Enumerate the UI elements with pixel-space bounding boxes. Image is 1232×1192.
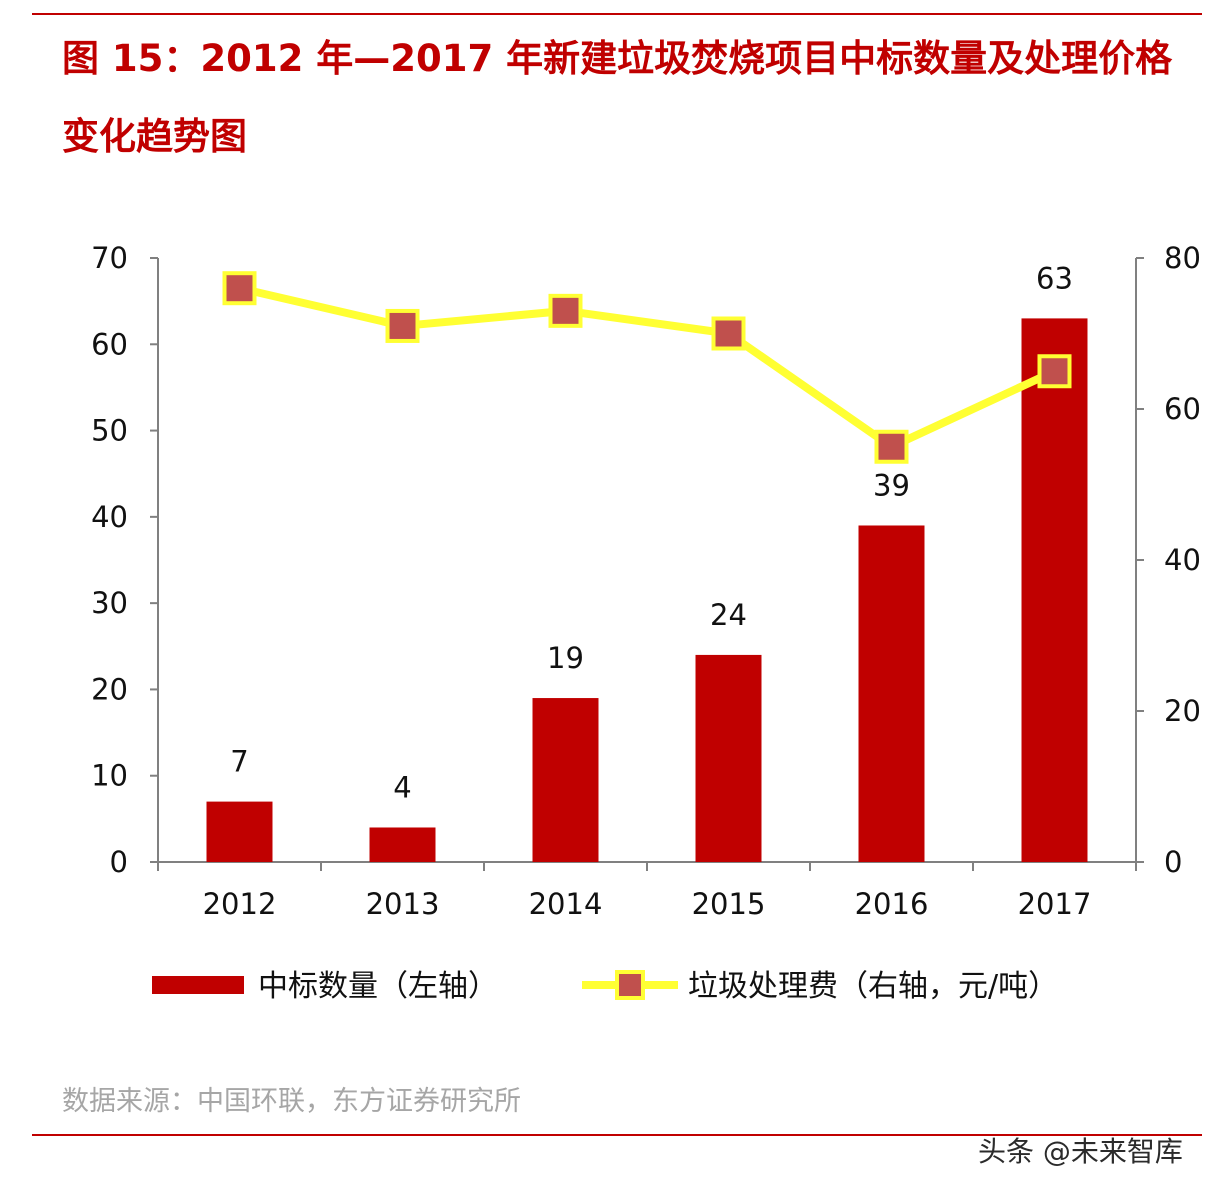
legend-swatch-bar — [152, 976, 244, 994]
y-left-tick-label: 70 — [91, 241, 128, 275]
y-right-tick-label: 80 — [1164, 241, 1201, 275]
y-right-tick-label: 60 — [1164, 392, 1201, 426]
bar-series — [206, 318, 1088, 862]
legend: 中标数量（左轴） 垃圾处理费（右轴，元/吨） — [152, 969, 1058, 1004]
line-point — [874, 429, 909, 464]
x-tick-label: 2013 — [366, 887, 440, 921]
axes: 0 10 20 30 40 50 60 70 0 20 40 60 80 2012 2013 2014 2015… — [91, 241, 1201, 921]
line-path — [238, 284, 1057, 451]
y-right-tick-label: 20 — [1164, 694, 1201, 728]
line-point — [222, 271, 257, 306]
data-labels: 7 4 19 24 39 63 — [230, 261, 1073, 804]
watermark: 头条 @未来智库 — [978, 1135, 1183, 1168]
line-point — [385, 308, 420, 343]
legend-swatch-marker — [615, 970, 645, 1000]
y-left-tick-label: 0 — [110, 845, 128, 879]
chart-title: 图 15：2012 年—2017 年新建垃圾焚烧项目中标数量及处理价格变化趋势图 — [62, 37, 1173, 158]
top-rule — [32, 13, 1202, 15]
x-tick-label: 2014 — [529, 887, 603, 921]
data-label: 39 — [873, 468, 910, 502]
y-left-tick-label: 50 — [91, 414, 128, 448]
data-label: 19 — [547, 641, 584, 675]
line-series — [222, 271, 1072, 464]
legend-label-line: 垃圾处理费（右轴，元/吨） — [688, 969, 1058, 1004]
bottom-rule — [32, 1134, 1202, 1136]
line-point — [1037, 354, 1072, 389]
x-tick-label: 2017 — [1018, 887, 1092, 921]
legend-label-bar: 中标数量（左轴） — [258, 969, 498, 1004]
y-left-tick-label: 20 — [91, 672, 128, 706]
y-left-tick-label: 10 — [91, 759, 128, 793]
y-left-tick-label: 60 — [91, 327, 128, 361]
bar — [858, 525, 925, 862]
data-label: 7 — [230, 745, 248, 779]
y-left-tick-label: 30 — [91, 586, 128, 620]
x-tick-label: 2015 — [692, 887, 766, 921]
y-right-tick-label: 40 — [1164, 543, 1201, 577]
bar — [695, 654, 762, 862]
y-left-tick-label: 40 — [91, 500, 128, 534]
data-label: 63 — [1036, 261, 1073, 295]
source-note: 数据来源：中国环联，东方证券研究所 — [62, 1086, 521, 1117]
bar — [369, 827, 436, 862]
data-label: 4 — [393, 770, 411, 804]
bar — [1021, 318, 1088, 862]
line-point — [711, 316, 746, 351]
bar — [206, 801, 273, 862]
bar — [532, 698, 599, 862]
x-tick-label: 2016 — [855, 887, 929, 921]
line-point — [548, 293, 583, 328]
x-tick-label: 2012 — [203, 887, 277, 921]
y-right-tick-label: 0 — [1164, 845, 1182, 879]
data-label: 24 — [710, 598, 747, 632]
